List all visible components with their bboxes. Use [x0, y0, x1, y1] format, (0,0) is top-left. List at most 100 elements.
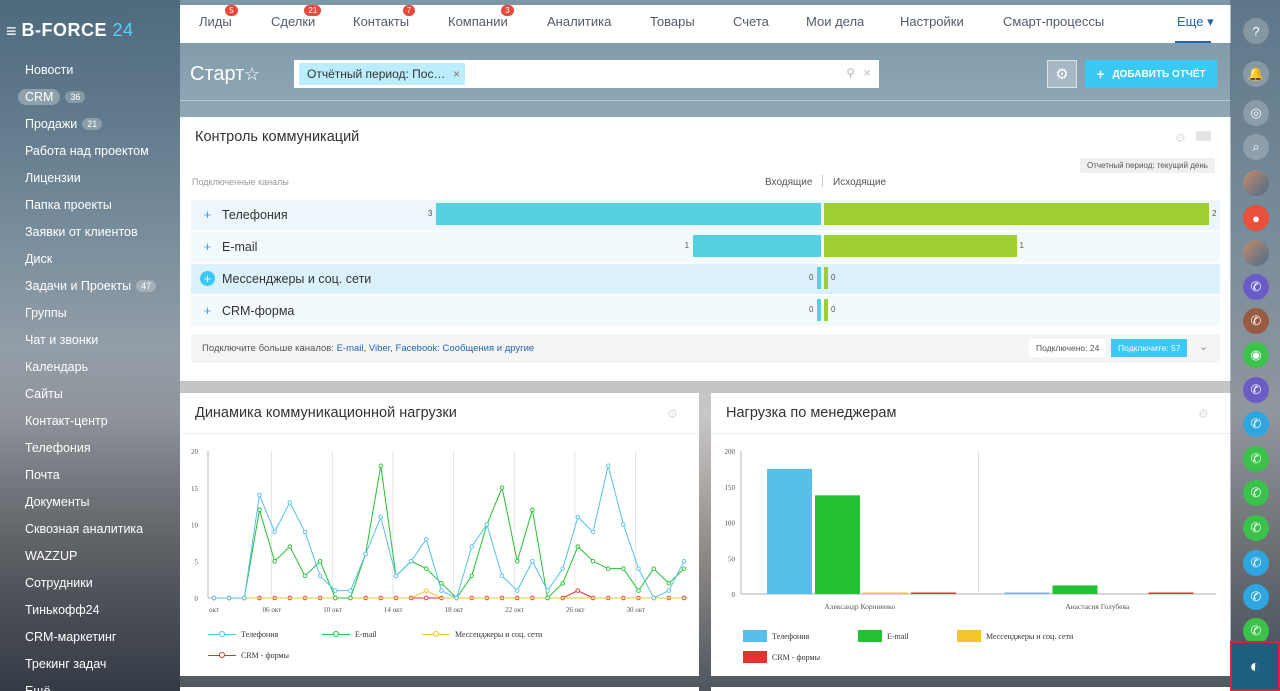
phone-icon[interactable]: ✆: [1243, 550, 1269, 576]
channel-row[interactable]: + E-mail 1 1: [191, 232, 1220, 262]
sidebar-item[interactable]: Сотрудники: [25, 573, 93, 593]
channel-row[interactable]: + CRM-форма 0 0: [191, 296, 1220, 326]
legend-item[interactable]: Мессенджеры и соц. сети: [957, 630, 1073, 642]
nav-tab[interactable]: Товары: [650, 14, 695, 29]
viber-icon[interactable]: ✆: [1243, 308, 1269, 334]
data-point: [393, 573, 399, 579]
nav-more[interactable]: Еще ▾: [1177, 14, 1214, 29]
bitrix-widget-button[interactable]: ◐: [1230, 641, 1280, 691]
channels-link[interactable]: E-mail, Viber, Facebook: Сообщения и дру…: [336, 343, 535, 354]
add-report-label: ДОБАВИТЬ ОТЧЁТ: [1112, 68, 1206, 80]
gear-icon[interactable]: ⚙: [667, 407, 678, 421]
chevron-down-icon[interactable]: ⌄: [1199, 341, 1209, 353]
whatsapp-icon[interactable]: ✆: [1243, 515, 1269, 541]
data-point: [636, 588, 641, 593]
legend-item[interactable]: Телефония: [743, 630, 809, 642]
sidebar-item[interactable]: Диск: [25, 249, 52, 269]
legend-item[interactable]: CRM - формы: [743, 651, 820, 663]
nav-tab[interactable]: Компании 3: [448, 5, 514, 29]
sidebar-item[interactable]: Группы: [25, 303, 67, 323]
search-icon[interactable]: ⌕: [1243, 134, 1269, 160]
widget-edge: [711, 687, 1231, 691]
viber-icon[interactable]: ✆: [1243, 274, 1269, 300]
collapse-toggle[interactable]: [1196, 131, 1211, 141]
phone-icon[interactable]: ✆: [1243, 584, 1269, 610]
sidebar-item[interactable]: Ещё: [25, 681, 51, 691]
filter-chip[interactable]: Отчётный период: Пос… ×: [299, 63, 465, 85]
nav-tab[interactable]: Сделки 21: [271, 5, 322, 29]
legend-item[interactable]: E-mail: [858, 630, 909, 642]
phone-icon[interactable]: ✆: [1243, 411, 1269, 437]
viber-icon[interactable]: ✆: [1243, 377, 1269, 403]
nav-tab[interactable]: Счета: [733, 14, 769, 29]
channel-row[interactable]: + Мессенджеры и соц. сети 0 0: [191, 264, 1220, 294]
search-icon[interactable]: ⚲: [846, 66, 855, 80]
nav-tab[interactable]: Лиды 5: [199, 5, 238, 29]
sidebar-item[interactable]: Чат и звонки: [25, 330, 98, 350]
close-icon[interactable]: ×: [452, 67, 460, 81]
logo[interactable]: ≡ B-FORCE 24: [6, 20, 134, 41]
sidebar-item[interactable]: Трекинг задач: [25, 654, 106, 674]
bell-icon[interactable]: 🔔: [1243, 61, 1269, 87]
page-title: Старт: [190, 63, 245, 85]
expand-plus-icon[interactable]: +: [200, 271, 215, 286]
sidebar-item[interactable]: Новости: [25, 60, 73, 80]
user-avatar[interactable]: ●: [1243, 205, 1269, 231]
user-avatar[interactable]: [1243, 170, 1269, 196]
hamburger-menu-icon[interactable]: ≡: [6, 20, 17, 41]
sidebar-item[interactable]: Почта: [25, 465, 60, 485]
expand-plus-icon[interactable]: +: [203, 207, 212, 222]
sidebar-item[interactable]: Контакт-центр: [25, 411, 108, 431]
star-icon[interactable]: ☆: [244, 64, 261, 84]
sidebar-item[interactable]: Задачи и Проекты 47: [25, 276, 157, 296]
data-point: [575, 588, 581, 593]
android-icon[interactable]: ◉: [1243, 342, 1269, 368]
data-point: [530, 558, 535, 564]
data-point: [439, 581, 444, 586]
sidebar-item[interactable]: Сайты: [25, 384, 63, 404]
legend-item[interactable]: Мессенджеры и соц. сети: [422, 630, 542, 639]
sidebar-item-label: Заявки от клиентов: [25, 225, 138, 239]
whatsapp-icon[interactable]: ✆: [1243, 480, 1269, 506]
nav-tab[interactable]: Контакты 7: [353, 5, 416, 29]
gear-icon[interactable]: ⚙: [1175, 131, 1186, 145]
whatsapp-icon[interactable]: ✆: [1243, 446, 1269, 472]
filter-search-box[interactable]: Отчётный период: Пос… × ⚲ ×: [294, 60, 879, 88]
nav-tab[interactable]: Аналитика: [547, 14, 611, 29]
connect-button[interactable]: Подключите: 57: [1111, 339, 1188, 357]
sidebar-item[interactable]: Календарь: [25, 357, 88, 377]
help-icon[interactable]: ?: [1243, 18, 1269, 44]
add-report-button[interactable]: + ДОБАВИТЬ ОТЧЁТ: [1085, 60, 1217, 88]
clear-icon[interactable]: ×: [863, 65, 871, 80]
expand-plus-icon[interactable]: +: [203, 239, 212, 254]
nav-tab[interactable]: Мои дела: [806, 14, 864, 29]
legend-item[interactable]: Телефония: [208, 630, 278, 639]
sidebar-item[interactable]: Сквозная аналитика: [25, 519, 143, 539]
sidebar-item[interactable]: WAZZUP: [25, 546, 77, 566]
sidebar-item[interactable]: Заявки от клиентов: [25, 222, 138, 242]
data-point: [226, 595, 232, 601]
sidebar-item[interactable]: CRM-маркетинг: [25, 627, 116, 647]
sidebar-item[interactable]: Телефония: [25, 438, 91, 458]
nav-tab[interactable]: Смарт-процессы: [1003, 14, 1104, 29]
sidebar-item[interactable]: Тинькофф24: [25, 600, 100, 620]
user-avatar[interactable]: [1243, 240, 1269, 266]
data-point: [242, 595, 247, 601]
nav-tab[interactable]: Настройки: [900, 14, 964, 29]
sidebar-item[interactable]: Лицензии: [25, 168, 81, 188]
widget-edge: [180, 687, 699, 691]
sidebar-item[interactable]: Документы: [25, 492, 89, 512]
settings-button[interactable]: ⚙: [1047, 60, 1077, 88]
sidebar-item[interactable]: CRM 36: [18, 87, 86, 107]
gear-icon[interactable]: ⚙: [1198, 407, 1209, 421]
expand-plus-icon[interactable]: +: [203, 303, 212, 318]
legend-item[interactable]: CRM - формы: [208, 651, 289, 660]
sidebar-item[interactable]: Работа над проектом: [25, 141, 149, 161]
legend-item[interactable]: E-mail: [322, 630, 377, 639]
chat-icon[interactable]: ◎: [1243, 100, 1269, 126]
channel-row[interactable]: + Телефония 3 2: [191, 200, 1220, 230]
outgoing-value: 0: [831, 273, 836, 282]
sidebar-item[interactable]: Продажи 21: [25, 114, 103, 134]
whatsapp-icon[interactable]: ✆: [1243, 618, 1269, 644]
sidebar-item[interactable]: Папка проекты: [25, 195, 112, 215]
